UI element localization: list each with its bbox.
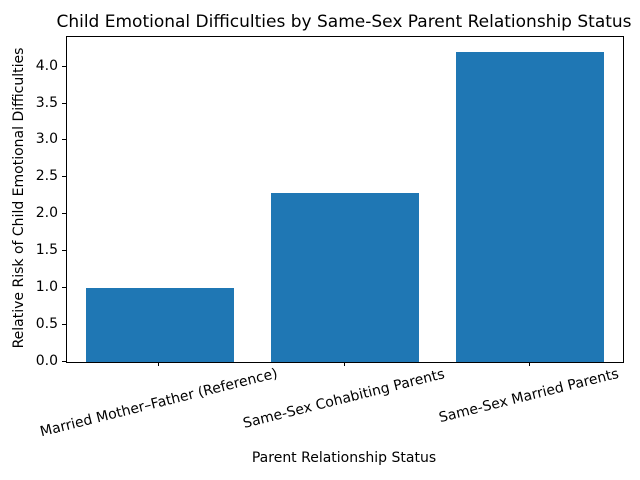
x-tick-mark <box>343 362 345 366</box>
y-tick-mark <box>62 249 66 251</box>
y-tick-label: 2.5 <box>35 168 58 185</box>
plot-area <box>66 36 624 363</box>
y-tick-mark <box>62 102 66 104</box>
y-tick-mark <box>62 360 66 362</box>
y-tick-mark <box>62 139 66 141</box>
y-tick-mark <box>62 286 66 288</box>
y-axis-label: Relative Risk of Child Emotional Difficu… <box>11 47 27 349</box>
y-tick-mark <box>62 213 66 215</box>
y-tick-label: 3.5 <box>35 94 58 111</box>
y-tick-label: 0.5 <box>35 315 58 332</box>
y-tick-label: 1.5 <box>35 241 58 258</box>
x-tick-label: Married Mother–Father (Reference) <box>38 365 279 441</box>
bar <box>85 288 234 362</box>
y-tick-label: 4.0 <box>35 57 58 74</box>
bar <box>456 52 605 362</box>
y-tick-mark <box>62 323 66 325</box>
x-tick-label: Same-Sex Married Parents <box>437 366 621 427</box>
y-tick-label: 0.0 <box>35 352 58 369</box>
bar <box>270 192 420 362</box>
x-tick-mark <box>158 362 160 366</box>
y-tick-mark <box>62 176 66 178</box>
y-tick-label: 1.0 <box>35 278 58 295</box>
x-tick-mark <box>528 362 530 366</box>
y-tick-mark <box>62 65 66 67</box>
x-axis-label: Parent Relationship Status <box>251 450 437 466</box>
chart-title: Child Emotional Difficulties by Same-Sex… <box>56 12 632 32</box>
y-tick-label: 3.0 <box>35 131 58 148</box>
y-tick-label: 2.0 <box>35 205 58 222</box>
